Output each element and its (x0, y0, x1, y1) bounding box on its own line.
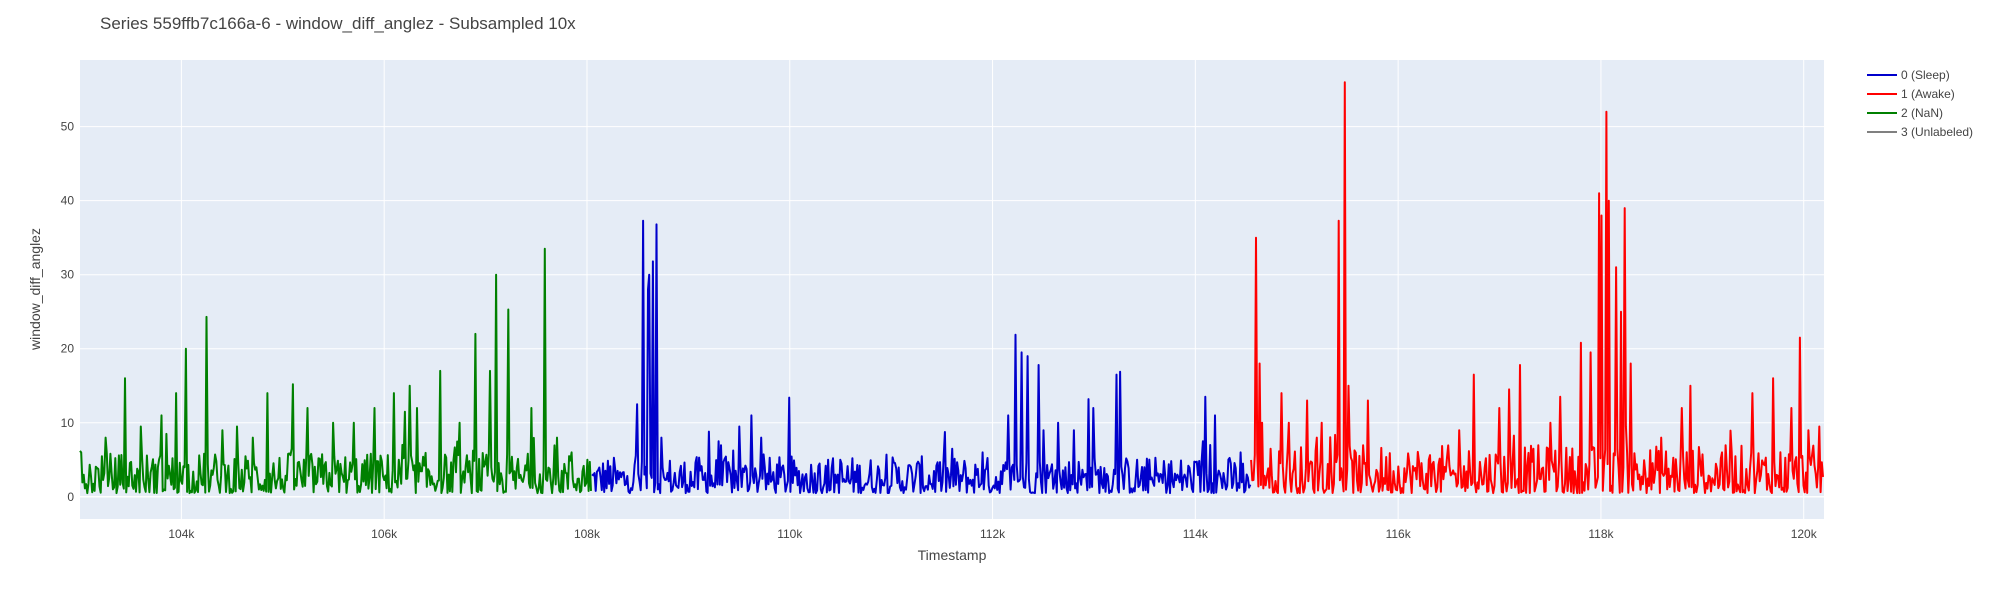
x-tick-label: 108k (574, 527, 601, 541)
legend-item[interactable]: 0 (Sleep) (1867, 68, 1950, 82)
plot-area (80, 60, 1824, 519)
x-tick-label: 106k (371, 527, 398, 541)
series-line (1250, 81, 1824, 495)
y-tick-labels: 0 10 20 30 40 50 (61, 120, 75, 504)
x-axis-label: Timestamp (918, 547, 987, 563)
y-axis-label: window_diff_anglez (27, 228, 43, 351)
x-tick-labels: 104k 106k 108k 110k 112k 114k 116k 118k 120k (168, 527, 1817, 541)
legend-label: 3 (Unlabeled) (1901, 125, 1973, 139)
y-tick-label: 40 (61, 194, 75, 208)
legend-item[interactable]: 2 (NaN) (1867, 106, 1943, 120)
legend-label: 0 (Sleep) (1901, 68, 1950, 82)
x-tick-label: 120k (1791, 527, 1818, 541)
x-tick-label: 114k (1183, 527, 1209, 541)
y-tick-label: 30 (61, 268, 75, 282)
chart-title: Series 559ffb7c166a-6 - window_diff_angl… (100, 14, 576, 33)
legend-label: 1 (Awake) (1901, 87, 1955, 101)
legend[interactable]: 0 (Sleep) 1 (Awake) 2 (NaN) 3 (Unlabeled) (1867, 68, 1973, 139)
y-tick-label: 10 (61, 416, 75, 430)
x-tick-label: 112k (980, 527, 1006, 541)
y-tick-label: 50 (61, 120, 75, 134)
x-tick-label: 104k (168, 527, 195, 541)
legend-item[interactable]: 1 (Awake) (1867, 87, 1955, 101)
series-line (79, 247, 592, 495)
y-tick-label: 20 (61, 342, 75, 356)
x-tick-label: 110k (777, 527, 803, 541)
legend-label: 2 (NaN) (1901, 106, 1943, 120)
y-tick-label: 0 (67, 490, 74, 504)
legend-item[interactable]: 3 (Unlabeled) (1867, 125, 1973, 139)
series-line (591, 219, 1252, 495)
x-tick-label: 118k (1588, 527, 1614, 541)
x-tick-label: 116k (1386, 527, 1412, 541)
y-gridlines (80, 126, 1824, 498)
series-layer (79, 81, 1824, 495)
